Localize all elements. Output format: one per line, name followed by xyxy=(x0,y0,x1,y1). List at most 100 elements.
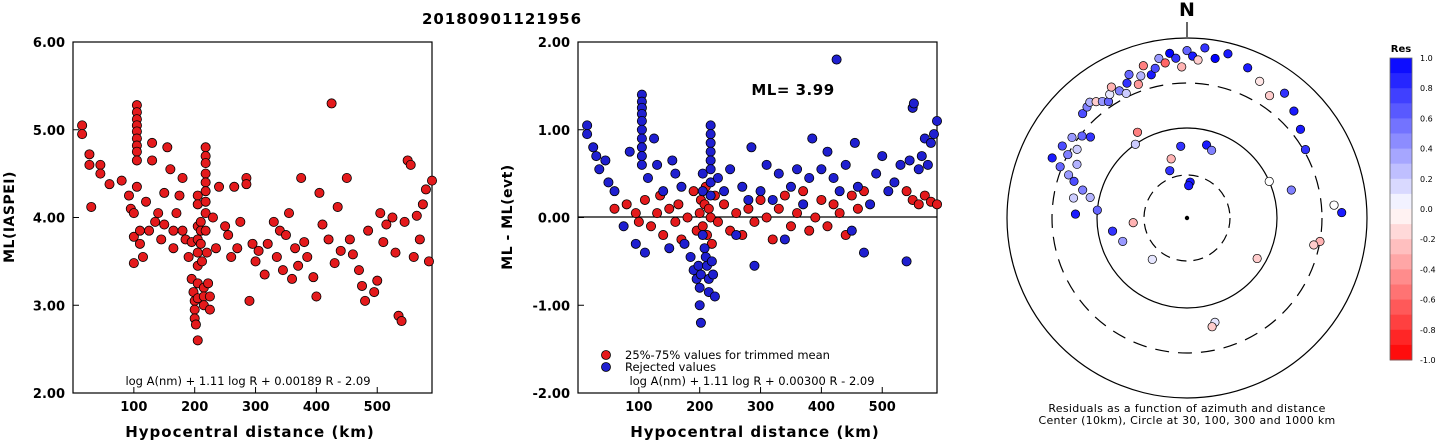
station-marker xyxy=(1177,62,1187,72)
chart2-point xyxy=(737,181,748,192)
chart2-point xyxy=(822,146,833,157)
chart2-point xyxy=(600,155,611,166)
chart1-point xyxy=(360,295,371,306)
chart2-point xyxy=(913,199,924,210)
chart2-point xyxy=(834,186,845,197)
chart1-point xyxy=(95,159,106,170)
chart2-point xyxy=(767,194,778,205)
chart1-point xyxy=(171,208,182,219)
chart2-point xyxy=(895,159,906,170)
chart1-point xyxy=(308,272,319,283)
station-marker xyxy=(1072,159,1082,169)
station-marker xyxy=(1106,82,1116,92)
chart2-x-tick-label: 300 xyxy=(747,400,774,415)
chart1-point xyxy=(190,319,201,330)
chart1-point xyxy=(131,181,142,192)
chart2-point xyxy=(670,216,681,227)
chart2-point xyxy=(685,251,696,262)
chart1-point xyxy=(134,238,145,249)
station-marker xyxy=(1078,109,1088,119)
station-marker xyxy=(1165,48,1175,58)
chart1-point xyxy=(226,251,237,262)
legend-marker-rejected xyxy=(601,362,611,372)
station-marker xyxy=(1057,141,1067,151)
station-marker xyxy=(1130,139,1140,149)
chart2-point xyxy=(804,173,815,184)
station-marker xyxy=(1171,53,1181,63)
colorbar-cell xyxy=(1390,314,1412,331)
chart1-point xyxy=(95,168,106,179)
chart2-point xyxy=(591,151,602,162)
chart2-point xyxy=(636,159,647,170)
chart2-point xyxy=(767,234,778,245)
chart2-point xyxy=(646,221,657,232)
chart1-point xyxy=(420,184,431,195)
chart2-y-tick-label: 0.00 xyxy=(538,212,570,227)
chart1-point xyxy=(116,175,127,186)
chart2-point xyxy=(649,133,660,144)
chart1-point xyxy=(220,221,231,232)
chart1-point xyxy=(329,258,340,269)
chart2-point xyxy=(636,115,647,126)
colorbar-cell xyxy=(1390,178,1412,195)
chart1-point xyxy=(253,245,264,256)
chart2-point xyxy=(642,173,653,184)
station-marker xyxy=(1295,124,1306,134)
chart1-point xyxy=(195,238,206,249)
chart2-point xyxy=(688,186,699,197)
chart2-y-tick-label: 2.00 xyxy=(538,36,570,51)
chart1-point xyxy=(165,164,176,175)
chart2-point xyxy=(636,124,647,135)
chart1-point xyxy=(284,208,295,219)
chart1-y-tick-label: 6.00 xyxy=(33,36,65,51)
chart1-x-tick-label: 500 xyxy=(364,400,391,415)
chart2-point xyxy=(664,243,675,254)
colorbar-cell xyxy=(1390,284,1412,301)
chart2-point xyxy=(755,194,766,205)
colorbar-cell xyxy=(1390,254,1412,270)
chart2-point xyxy=(831,54,842,65)
chart2-point xyxy=(594,164,605,175)
chart2-point xyxy=(693,260,704,271)
station-marker xyxy=(1072,144,1082,154)
chart2-point xyxy=(792,164,803,175)
colorbar-tick-label: -0.4 xyxy=(1420,265,1436,274)
chart2-x-tick-label: 200 xyxy=(686,400,713,415)
station-marker xyxy=(1279,88,1290,98)
colorbar-title: Res xyxy=(1391,44,1411,55)
chart2-point xyxy=(712,173,723,184)
station-marker xyxy=(1200,43,1210,53)
chart2-point xyxy=(883,186,894,197)
chart2-point xyxy=(697,168,708,179)
chart2-point xyxy=(694,208,705,219)
circle-100km xyxy=(1096,127,1278,309)
chart2-point xyxy=(925,137,936,148)
chart1-point xyxy=(378,237,389,248)
chart2-point xyxy=(712,216,723,227)
polar-caption-1: Residuals as a function of azimuth and d… xyxy=(1048,402,1325,415)
magnitude-chart: 100 200 300 400 500 2.00 3.00 4.00 5.00 6.00 log … xyxy=(2,36,437,441)
chart2-point xyxy=(731,230,742,241)
chart2-annotation: log A(nm) + 1.11 log R + 0.00300 R - 2.0… xyxy=(629,374,874,388)
chart1-point xyxy=(232,243,243,254)
chart1-point xyxy=(332,201,343,212)
chart2-point xyxy=(706,238,717,249)
colorbar-tick-label: -0.2 xyxy=(1420,235,1436,244)
colorbar-cell xyxy=(1390,209,1412,225)
colorbar-cell xyxy=(1390,88,1412,104)
chart1-point xyxy=(153,208,164,219)
chart2-point xyxy=(779,234,790,245)
chart2-point xyxy=(785,181,796,192)
chart2-point xyxy=(694,300,705,311)
chart1-x-tick-label: 300 xyxy=(242,400,269,415)
chart2-point xyxy=(846,190,857,201)
chart2-point xyxy=(725,164,736,175)
chart1-point xyxy=(86,201,97,212)
chart2-point xyxy=(697,186,708,197)
chart1-x-tick-label: 200 xyxy=(181,400,208,415)
colorbar-tick-label: -0.8 xyxy=(1420,326,1436,335)
chart1-point xyxy=(323,234,334,245)
station-marker xyxy=(1070,209,1081,219)
chart2-point xyxy=(761,159,772,170)
chart2-point xyxy=(618,221,629,232)
